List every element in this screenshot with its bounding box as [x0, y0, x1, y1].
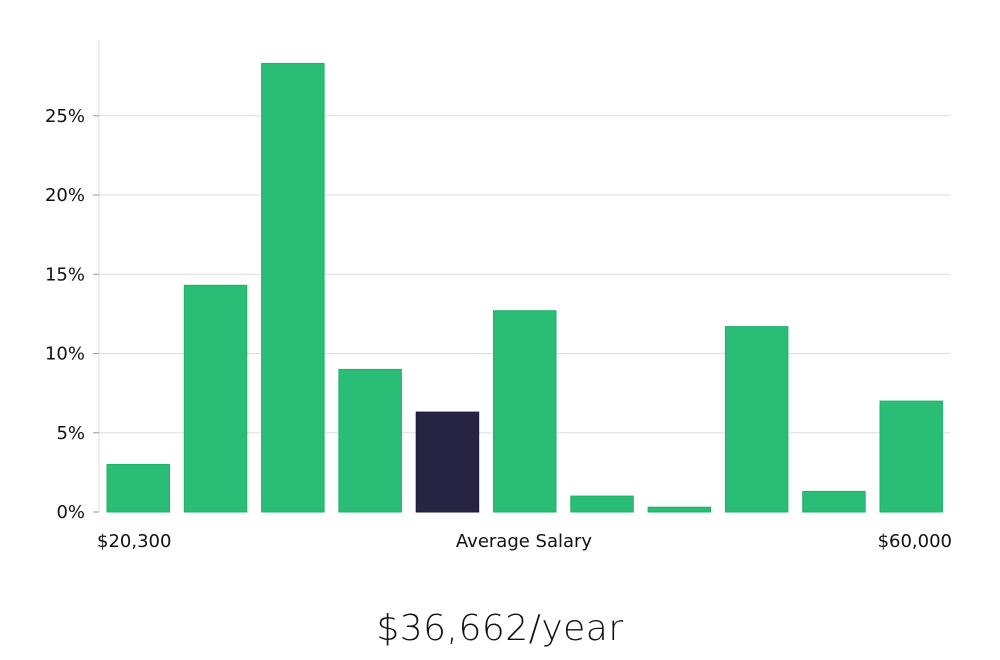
- y-tick-label: 25%: [45, 106, 85, 127]
- y-tick-label: 10%: [45, 344, 85, 365]
- average-salary-headline: $36,662/year: [376, 608, 624, 649]
- bars: [106, 62, 943, 513]
- bar: [724, 326, 789, 513]
- x-max-label: $60,000: [878, 531, 952, 552]
- bar-highlighted: [415, 411, 480, 513]
- bar: [802, 490, 866, 513]
- bar: [183, 284, 248, 513]
- bar: [647, 506, 712, 513]
- bar: [261, 62, 325, 513]
- bar: [570, 495, 634, 513]
- bar: [493, 310, 557, 513]
- y-tick-label: 0%: [56, 502, 85, 523]
- bar: [338, 368, 402, 513]
- bar: [106, 463, 170, 513]
- x-axis-title: Average Salary: [456, 531, 593, 552]
- y-tick-label: 15%: [45, 264, 85, 285]
- y-tick-labels: 0% 5% 10% 15% 20% 25%: [45, 106, 99, 523]
- salary-histogram: 0%5%10%15%20%25% $20,300 Average Salary …: [45, 40, 952, 552]
- x-min-label: $20,300: [97, 531, 171, 552]
- y-tick-label: 20%: [45, 185, 85, 206]
- y-tick-label: 5%: [56, 423, 85, 444]
- bar: [879, 400, 943, 513]
